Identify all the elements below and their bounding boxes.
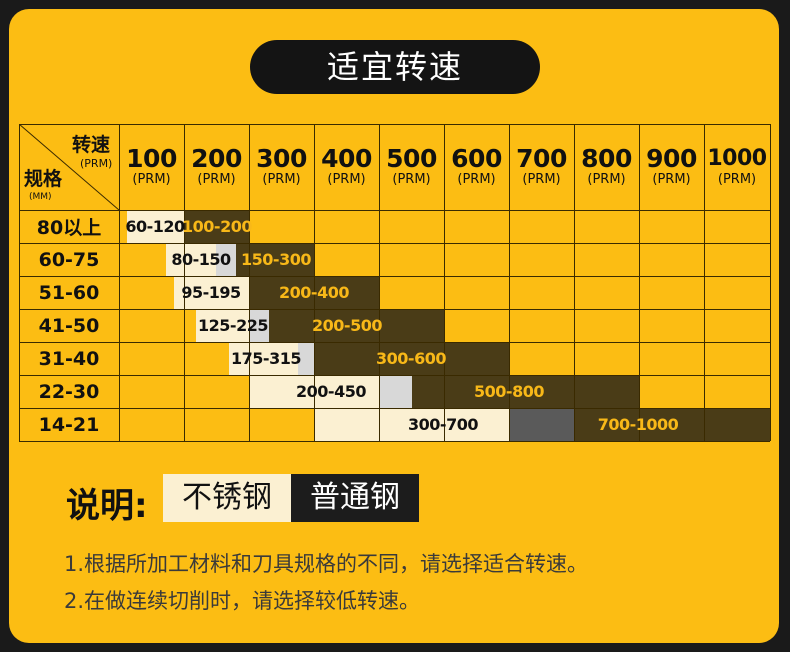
column-header: 500 (PRM)	[379, 124, 444, 210]
column-header: 600 (PRM)	[444, 124, 509, 210]
grid-line	[509, 124, 510, 441]
column-header: 800 (PRM)	[574, 124, 639, 210]
stainless-band	[196, 310, 249, 342]
normal-band	[574, 409, 770, 441]
stainless-range: 125-225	[198, 316, 268, 335]
grid-line	[19, 408, 770, 409]
column-header: 700 (PRM)	[509, 124, 574, 210]
column-header: 100 (PRM)	[119, 124, 184, 210]
grid-line	[704, 124, 705, 441]
grid-line	[19, 342, 770, 343]
normal-range: 300-600	[376, 349, 446, 368]
normal-band	[269, 310, 444, 342]
column-speed: 1000	[707, 146, 767, 171]
column-unit: (PRM)	[132, 172, 171, 187]
corner-spec-unit: (MM)	[29, 192, 52, 202]
normal-range: 150-300	[241, 250, 311, 269]
column-speed: 500	[386, 144, 437, 173]
grid-line	[770, 124, 771, 441]
column-speed: 600	[451, 144, 502, 173]
grid-line	[444, 124, 445, 441]
row-label: 80以上	[36, 217, 102, 239]
normal-range: 700-1000	[597, 415, 679, 434]
overlap-band	[379, 376, 412, 408]
stainless-band	[174, 277, 249, 309]
column-unit: (PRM)	[392, 172, 431, 187]
column-unit: (PRM)	[717, 172, 757, 187]
normal-range: 100-200	[182, 217, 252, 236]
grid-line	[249, 124, 250, 441]
row-label: 41-50	[38, 314, 100, 337]
column-unit: (PRM)	[457, 172, 496, 187]
grid-line	[19, 309, 770, 310]
stainless-band	[127, 211, 184, 243]
row-label: 22-30	[38, 380, 100, 403]
stainless-range: 175-315	[231, 349, 301, 368]
column-speed: 200	[191, 144, 242, 173]
stainless-range: 300-700	[408, 415, 478, 434]
grid-line	[379, 124, 380, 441]
corner-speed-unit: (PRM)	[80, 157, 113, 170]
grid-line	[19, 276, 770, 277]
column-unit: (PRM)	[262, 172, 301, 187]
grid-line	[574, 124, 575, 441]
column-speed: 900	[646, 144, 697, 173]
normal-range: 200-400	[279, 283, 349, 302]
corner-spec-label: 规格	[24, 168, 63, 190]
grid-line	[19, 124, 770, 125]
column-speed: 800	[581, 144, 632, 173]
column-speed: 400	[321, 144, 372, 173]
row-label: 31-40	[38, 347, 100, 370]
stainless-band	[314, 409, 509, 441]
legend-label: 说明:	[66, 486, 148, 526]
column-header: 200 (PRM)	[184, 124, 249, 210]
normal-range: 200-500	[312, 316, 382, 335]
stainless-range: 60-120	[125, 217, 185, 236]
grid-line	[19, 210, 770, 211]
stainless-range: 95-195	[181, 283, 241, 302]
grid-line	[19, 124, 20, 441]
overlap-band	[509, 409, 574, 441]
normal-band	[412, 376, 639, 408]
grid-line	[314, 124, 315, 441]
overlap-band	[298, 343, 314, 375]
column-unit: (PRM)	[197, 172, 236, 187]
column-header: 300 (PRM)	[249, 124, 314, 210]
normal-range: 500-800	[474, 382, 544, 401]
column-unit: (PRM)	[587, 172, 626, 187]
column-speed: 700	[516, 144, 567, 173]
note-1: 1.根据所加工材料和刀具规格的不同，请选择适合转速。	[64, 552, 589, 576]
note-2: 2.在做连续切削时，请选择较低转速。	[64, 589, 421, 613]
column-unit: (PRM)	[327, 172, 366, 187]
grid-line	[19, 243, 770, 244]
stainless-range: 80-150	[171, 250, 231, 269]
page-title: 适宜转速	[250, 40, 540, 94]
overlap-band	[249, 310, 269, 342]
row-label: 60-75	[38, 248, 100, 271]
grid-line	[639, 124, 640, 441]
legend-stainless: 不锈钢	[163, 474, 291, 522]
column-speed: 300	[256, 144, 307, 173]
column-speed: 100	[126, 144, 177, 173]
column-header: 900 (PRM)	[639, 124, 704, 210]
stainless-range: 200-450	[296, 382, 366, 401]
normal-band	[184, 211, 249, 243]
overlap-band	[216, 244, 236, 276]
column-header: 1000 (PRM)	[704, 124, 770, 210]
corner-diagonal	[19, 124, 119, 210]
grid-line	[119, 124, 120, 441]
grid-line	[184, 124, 185, 441]
normal-band	[314, 343, 509, 375]
corner-speed-label: 转速	[72, 134, 111, 156]
stainless-band	[166, 244, 216, 276]
row-label: 14-21	[38, 413, 100, 436]
row-label: 51-60	[38, 281, 100, 304]
column-unit: (PRM)	[652, 172, 691, 187]
stainless-band	[229, 343, 298, 375]
column-unit: (PRM)	[522, 172, 561, 187]
grid-line	[19, 375, 770, 376]
column-header: 400 (PRM)	[314, 124, 379, 210]
grid-line	[19, 441, 770, 442]
legend-normal: 普通钢	[291, 474, 419, 522]
